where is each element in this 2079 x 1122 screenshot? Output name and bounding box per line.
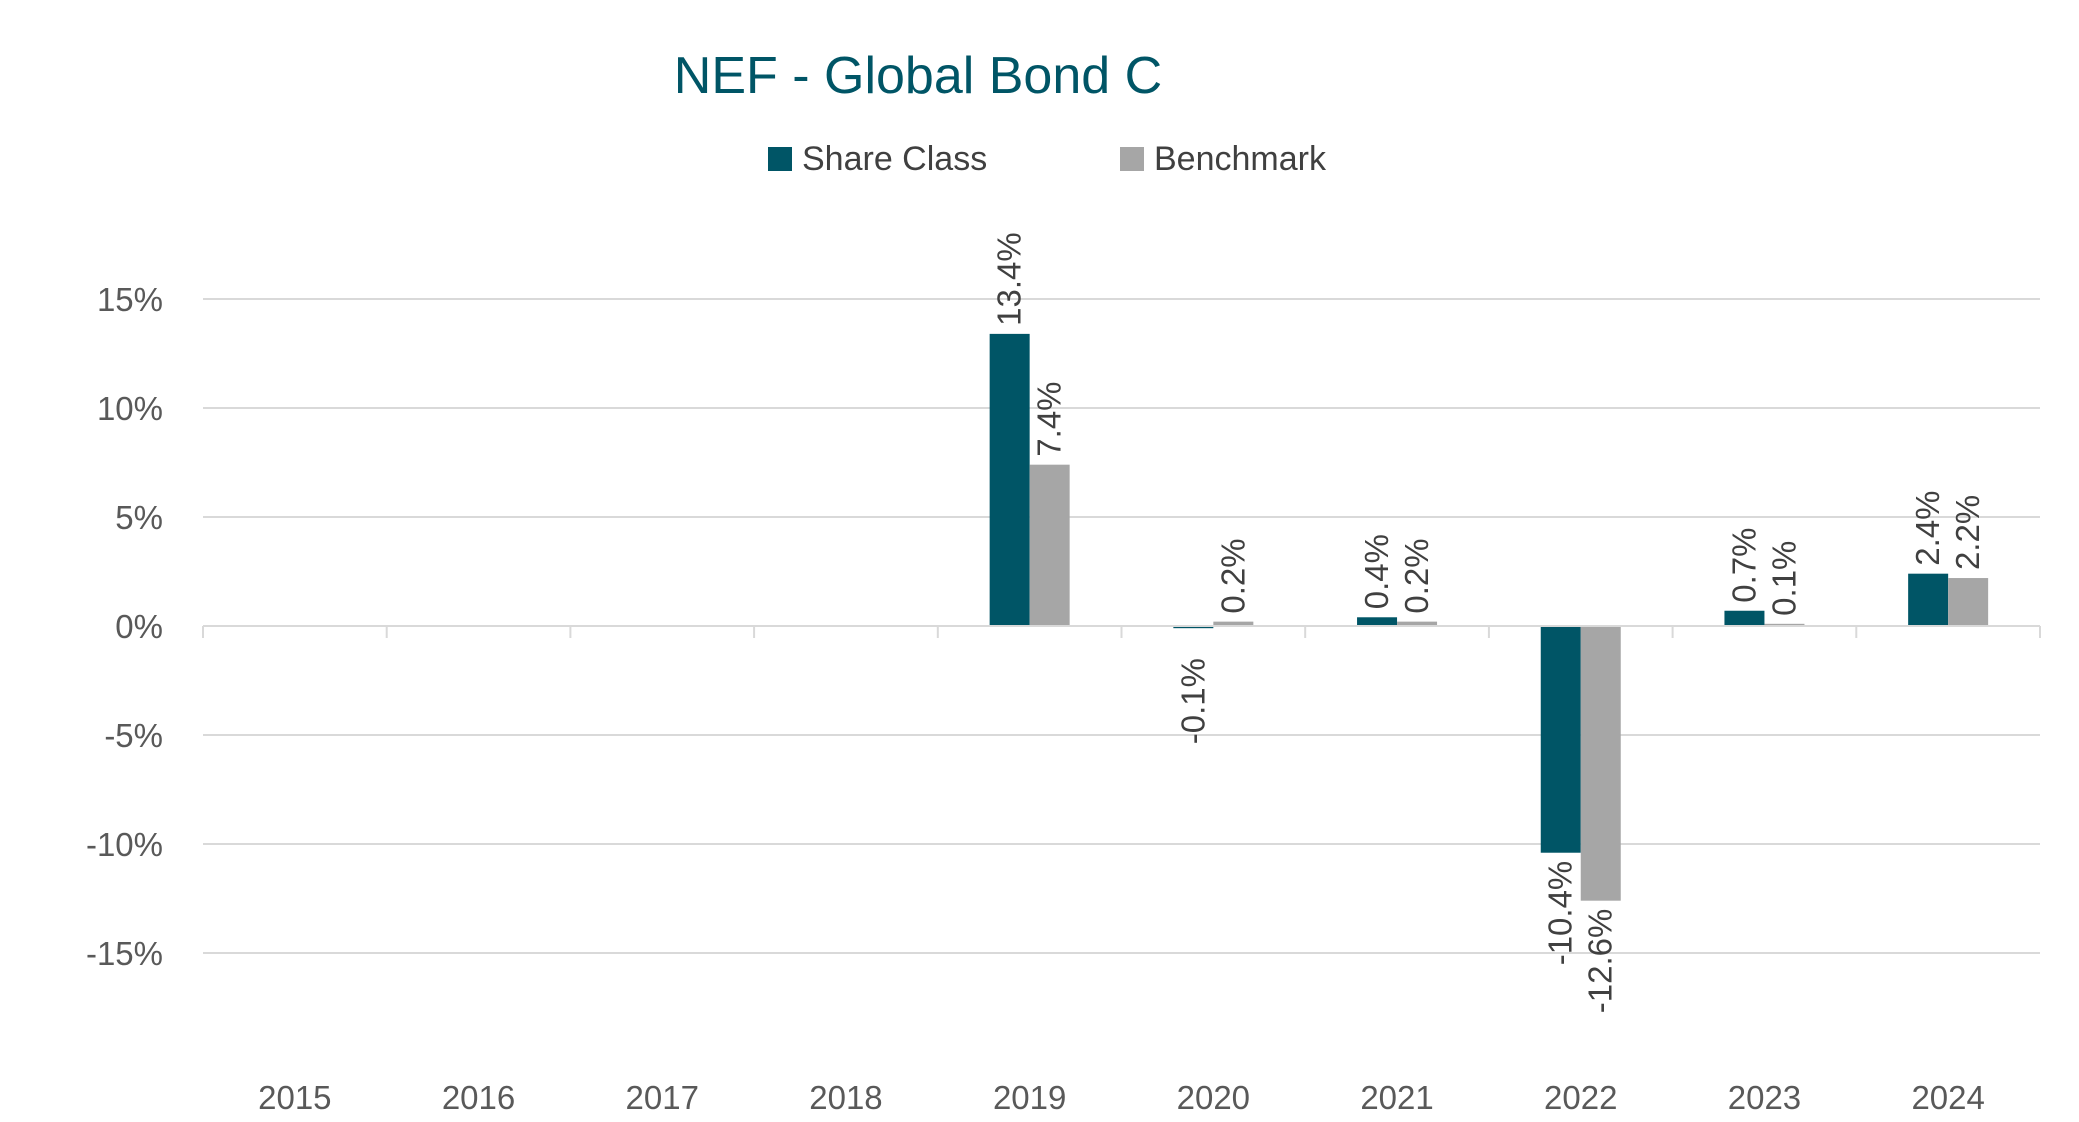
x-tick-label: 2024 — [1911, 1079, 1984, 1116]
bar-share-class — [989, 333, 1030, 626]
bar-benchmark — [1580, 626, 1621, 901]
data-label: 0.1% — [1765, 541, 1802, 616]
x-tick-label: 2016 — [442, 1079, 515, 1116]
x-tick-label: 2023 — [1728, 1079, 1801, 1116]
data-label: 0.4% — [1358, 534, 1395, 609]
x-tick-label: 2019 — [993, 1079, 1066, 1116]
data-labels: 13.4% -0.1% 0.4% -10.4% 0.7% 2.4% 7.4% 0.2% 0.2%… — [991, 232, 1987, 1013]
data-label: 0.2% — [1214, 538, 1251, 613]
x-axis: 2015 2016 2017 2018 2019 2020 2021 2022 2023 2024 — [202, 625, 2041, 1116]
gridlines — [203, 298, 2040, 954]
x-tick-label: 2020 — [1177, 1079, 1250, 1116]
data-label: -12.6% — [1582, 909, 1619, 1014]
legend-swatch-benchmark — [1120, 147, 1144, 171]
bar-share-class — [1908, 573, 1949, 626]
data-label: 0.2% — [1398, 538, 1435, 613]
data-label: 0.7% — [1725, 528, 1762, 603]
y-tick-label: -15% — [86, 935, 163, 972]
y-tick-label: 5% — [115, 499, 163, 536]
data-label: -10.4% — [1542, 861, 1579, 966]
bar-share-class — [1357, 617, 1398, 626]
bar-benchmark — [1029, 464, 1070, 626]
y-tick-label: 15% — [97, 281, 163, 318]
bar-benchmark — [1948, 578, 1989, 626]
bar-share-class — [1173, 626, 1214, 629]
x-tick-label: 2017 — [626, 1079, 699, 1116]
x-tick-label: 2018 — [809, 1079, 882, 1116]
x-tick-label: 2015 — [258, 1079, 331, 1116]
data-label: 13.4% — [991, 232, 1028, 326]
data-label: -0.1% — [1174, 658, 1211, 744]
y-tick-label: -5% — [104, 717, 163, 754]
legend: Share Class Benchmark — [768, 140, 1327, 178]
chart-title: NEF - Global Bond C — [674, 47, 1162, 105]
data-label: 2.2% — [1949, 495, 1986, 570]
y-axis: 15% 10% 5% 0% -5% -10% -15% — [86, 281, 163, 972]
y-tick-label: 10% — [97, 390, 163, 427]
legend-label-share-class: Share Class — [802, 140, 987, 178]
y-tick-label: 0% — [115, 608, 163, 645]
data-label: 7.4% — [1031, 381, 1068, 456]
bar-benchmark — [1397, 621, 1438, 626]
data-label: 2.4% — [1909, 490, 1946, 565]
bar-share-class — [1540, 626, 1581, 853]
x-tick-label: 2022 — [1544, 1079, 1617, 1116]
bar-benchmark — [1764, 623, 1805, 626]
legend-swatch-share-class — [768, 147, 792, 171]
bars — [989, 333, 1989, 901]
y-tick-label: -10% — [86, 826, 163, 863]
x-tick-label: 2021 — [1360, 1079, 1433, 1116]
bar-share-class — [1724, 610, 1765, 626]
bar-benchmark — [1213, 621, 1254, 626]
legend-label-benchmark: Benchmark — [1154, 140, 1327, 178]
